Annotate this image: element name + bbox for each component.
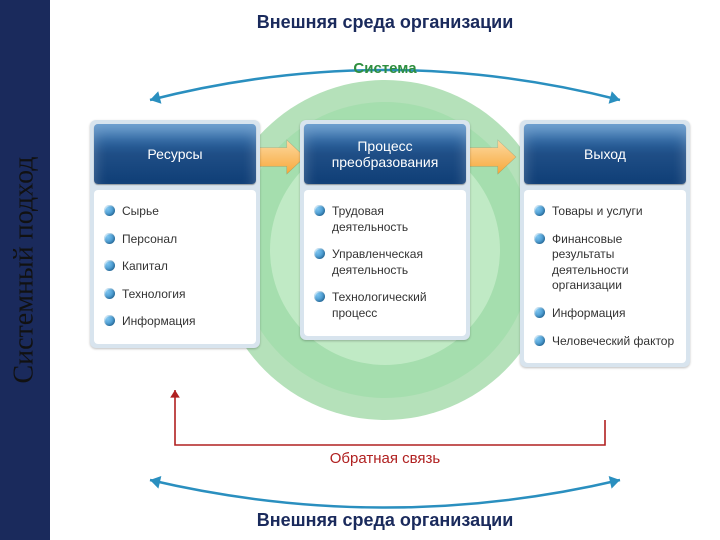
- bullet-icon: [534, 335, 545, 346]
- bullet-icon: [104, 315, 115, 326]
- diagram-content: Внешняя среда организации Система Ресурс…: [50, 0, 720, 540]
- list-item-label: Информация: [122, 314, 195, 328]
- list-item-label: Финансовые результаты деятельности орган…: [552, 232, 629, 293]
- list-item-label: Трудовая деятельность: [332, 204, 408, 234]
- list-item: Технология: [104, 281, 248, 309]
- bullet-icon: [104, 260, 115, 271]
- list-item: Сырье: [104, 198, 248, 226]
- list-item: Персонал: [104, 226, 248, 254]
- bullet-icon: [104, 233, 115, 244]
- resources-box: Ресурсы Сырье Персонал Капитал Технология Ин…: [90, 120, 260, 348]
- process-header: Процесс преобразования: [304, 124, 466, 184]
- bullet-icon: [534, 233, 545, 244]
- list-item-label: Технология: [122, 287, 186, 301]
- output-header: Выход: [524, 124, 686, 184]
- bullet-icon: [314, 248, 325, 259]
- list-item-label: Капитал: [122, 259, 168, 273]
- resources-header: Ресурсы: [94, 124, 256, 184]
- resources-list: Сырье Персонал Капитал Технология Информация: [104, 198, 248, 336]
- process-list: Трудовая деятельность Управленческая деят…: [314, 198, 458, 328]
- list-item-label: Технологический процесс: [332, 290, 427, 320]
- feedback-label: Обратная связь: [50, 450, 720, 467]
- bullet-icon: [534, 205, 545, 216]
- list-item: Управленческая деятельность: [314, 241, 458, 284]
- top-environment-label: Внешняя среда организации: [50, 12, 720, 33]
- bullet-icon: [314, 205, 325, 216]
- list-item-label: Человеческий фактор: [552, 334, 674, 348]
- list-item: Информация: [104, 308, 248, 336]
- output-list: Товары и услуги Финансовые результаты дея…: [534, 198, 678, 355]
- sidebar: Системный подход: [0, 0, 50, 540]
- bottom-environment-label: Внешняя среда организации: [50, 510, 720, 531]
- bullet-icon: [314, 291, 325, 302]
- process-box: Процесс преобразования Трудовая деятельн…: [300, 120, 470, 340]
- list-item-label: Персонал: [122, 232, 177, 246]
- list-item: Капитал: [104, 253, 248, 281]
- list-item-label: Сырье: [122, 204, 159, 218]
- list-item: Товары и услуги: [534, 198, 678, 226]
- list-item: Трудовая деятельность: [314, 198, 458, 241]
- bullet-icon: [104, 205, 115, 216]
- list-item-label: Товары и услуги: [552, 204, 643, 218]
- system-label: Система: [50, 60, 720, 77]
- list-item: Человеческий фактор: [534, 328, 678, 356]
- sidebar-title: Системный подход: [9, 156, 41, 383]
- list-item-label: Информация: [552, 306, 625, 320]
- bullet-icon: [534, 307, 545, 318]
- page-root: Системный подход Внешняя среда организац…: [0, 0, 720, 540]
- list-item: Технологический процесс: [314, 284, 458, 327]
- list-item-label: Управленческая деятельность: [332, 247, 423, 277]
- output-box: Выход Товары и услуги Финансовые результа…: [520, 120, 690, 367]
- list-item: Финансовые результаты деятельности орган…: [534, 226, 678, 300]
- bullet-icon: [104, 288, 115, 299]
- list-item: Информация: [534, 300, 678, 328]
